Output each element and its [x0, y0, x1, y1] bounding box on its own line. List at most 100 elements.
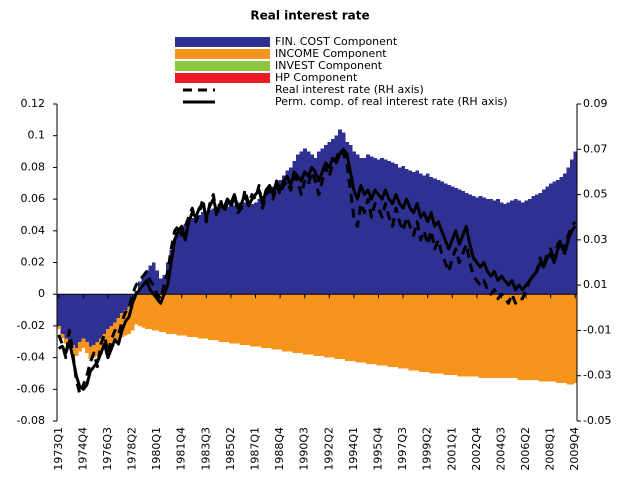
bar — [510, 294, 515, 379]
bar — [366, 294, 371, 364]
bar — [527, 294, 532, 380]
legend-label: FIN. COST Component — [275, 35, 398, 48]
bar — [545, 186, 550, 295]
y-tick-label: -0.08 — [17, 414, 45, 427]
bar — [267, 294, 272, 349]
bar — [239, 294, 244, 345]
y-tick-label: 0.06 — [21, 192, 46, 205]
bar — [447, 294, 451, 376]
bar — [172, 294, 177, 334]
bar — [485, 294, 490, 379]
bar — [260, 294, 265, 349]
bar — [134, 294, 139, 325]
bar — [99, 338, 103, 355]
bar — [496, 294, 501, 379]
y-tick-label: 0 — [38, 287, 45, 300]
bar — [250, 203, 255, 295]
bar — [57, 294, 61, 326]
bar — [506, 202, 511, 295]
bar — [271, 294, 276, 350]
bar — [246, 205, 251, 295]
bar — [468, 294, 472, 377]
bar — [464, 294, 469, 377]
bar — [345, 142, 349, 295]
bar — [436, 294, 441, 374]
bar — [320, 294, 325, 357]
bar — [404, 294, 409, 369]
bar — [278, 294, 283, 350]
bar — [264, 294, 269, 349]
bar — [127, 294, 132, 307]
bar — [401, 294, 406, 369]
bar — [137, 294, 142, 326]
bar — [78, 341, 82, 352]
bar — [211, 208, 216, 295]
bar — [471, 195, 476, 295]
bar — [492, 294, 497, 379]
bar — [92, 344, 96, 358]
bar — [338, 294, 342, 360]
legend-swatch — [175, 37, 270, 47]
bar — [194, 214, 198, 295]
bar — [243, 294, 248, 345]
y-tick-label: 0.12 — [21, 97, 46, 110]
y-tick-label: 0.08 — [21, 160, 46, 173]
bar — [123, 294, 128, 311]
x-tick-label: 1985Q2 — [224, 427, 237, 471]
x-tick-label: 1980Q1 — [150, 427, 163, 471]
bar — [432, 294, 437, 374]
bar — [327, 142, 332, 295]
bar — [471, 294, 476, 377]
bar — [517, 294, 522, 380]
bar — [317, 151, 321, 295]
bar — [345, 294, 349, 361]
bar — [341, 294, 346, 360]
bar — [475, 197, 479, 295]
bar — [489, 294, 493, 379]
bar — [380, 294, 385, 366]
bar — [267, 189, 272, 295]
x-tick-label: 1992Q2 — [322, 427, 335, 471]
legend-swatch — [175, 61, 270, 71]
bar — [334, 135, 339, 295]
bar — [341, 132, 346, 295]
bar — [109, 294, 114, 326]
x-tick-label: 2001Q1 — [445, 427, 458, 471]
bar — [334, 294, 339, 360]
bar — [492, 200, 497, 295]
bar — [324, 294, 328, 358]
bar — [447, 184, 451, 295]
x-tick-label: 1981Q4 — [175, 427, 188, 471]
bar — [313, 294, 318, 357]
bar — [369, 294, 374, 364]
line — [57, 147, 577, 396]
bar — [151, 294, 156, 331]
bar — [520, 294, 525, 380]
bar — [387, 161, 392, 295]
bar — [538, 294, 543, 382]
bar — [239, 203, 244, 295]
bar — [302, 148, 307, 295]
bar — [81, 338, 86, 349]
bar — [232, 294, 237, 344]
legend-label: Perm. comp. of real interest rate (RH ax… — [275, 95, 508, 108]
bar — [425, 294, 430, 372]
bar — [562, 294, 567, 383]
x-tick-label: 1974Q4 — [76, 427, 89, 471]
bar — [320, 148, 325, 295]
bar — [197, 214, 202, 295]
bar — [211, 294, 216, 341]
bar — [524, 200, 529, 295]
bar — [95, 341, 100, 357]
legend-label: HP Component — [275, 71, 358, 84]
line — [57, 147, 577, 391]
bar — [366, 154, 371, 295]
bar — [285, 294, 290, 352]
bar — [253, 294, 258, 347]
bar — [64, 294, 68, 339]
x-tick-label: 1978Q2 — [126, 427, 139, 471]
bar — [408, 170, 413, 295]
bar — [250, 294, 255, 347]
bar — [496, 199, 501, 295]
